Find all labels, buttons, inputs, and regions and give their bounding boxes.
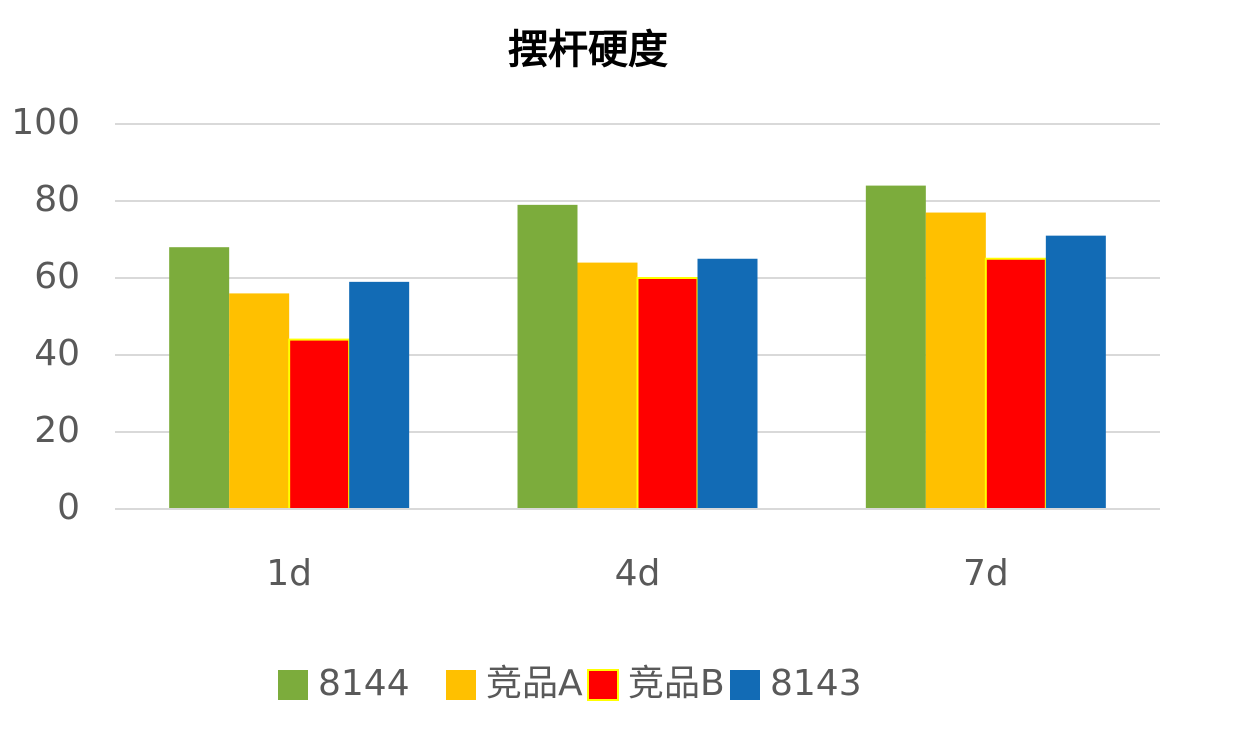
y-tick-label: 80 — [34, 179, 80, 220]
y-tick-label: 20 — [34, 410, 80, 451]
bar — [577, 262, 638, 509]
y-tick-label: 60 — [34, 256, 80, 297]
x-tick-label: 1d — [266, 553, 312, 594]
bar — [1045, 235, 1106, 509]
legend-swatch — [587, 669, 619, 701]
bar — [229, 293, 290, 509]
legend-label: 8143 — [770, 663, 862, 704]
y-tick-label: 100 — [11, 102, 80, 143]
bar — [865, 185, 926, 509]
bar — [288, 338, 351, 510]
x-tick-label: 7d — [963, 553, 1009, 594]
bar — [984, 257, 1047, 510]
y-tick-label: 40 — [34, 333, 80, 374]
legend-label: 竞品B — [628, 663, 725, 704]
bar — [925, 212, 986, 510]
legend-swatch — [446, 670, 476, 700]
bar — [517, 204, 578, 509]
legend-label: 竞品A — [486, 663, 583, 704]
y-tick-label: 0 — [57, 487, 80, 528]
legend-label: 8144 — [318, 663, 410, 704]
bar — [636, 277, 699, 510]
x-tick-label: 4d — [615, 553, 661, 594]
legend-swatch — [730, 670, 760, 700]
legend-swatch — [278, 670, 308, 700]
chart-title: 摆杆硬度 — [508, 27, 668, 73]
bar — [697, 258, 758, 509]
bar — [169, 247, 230, 509]
bar — [349, 281, 410, 509]
